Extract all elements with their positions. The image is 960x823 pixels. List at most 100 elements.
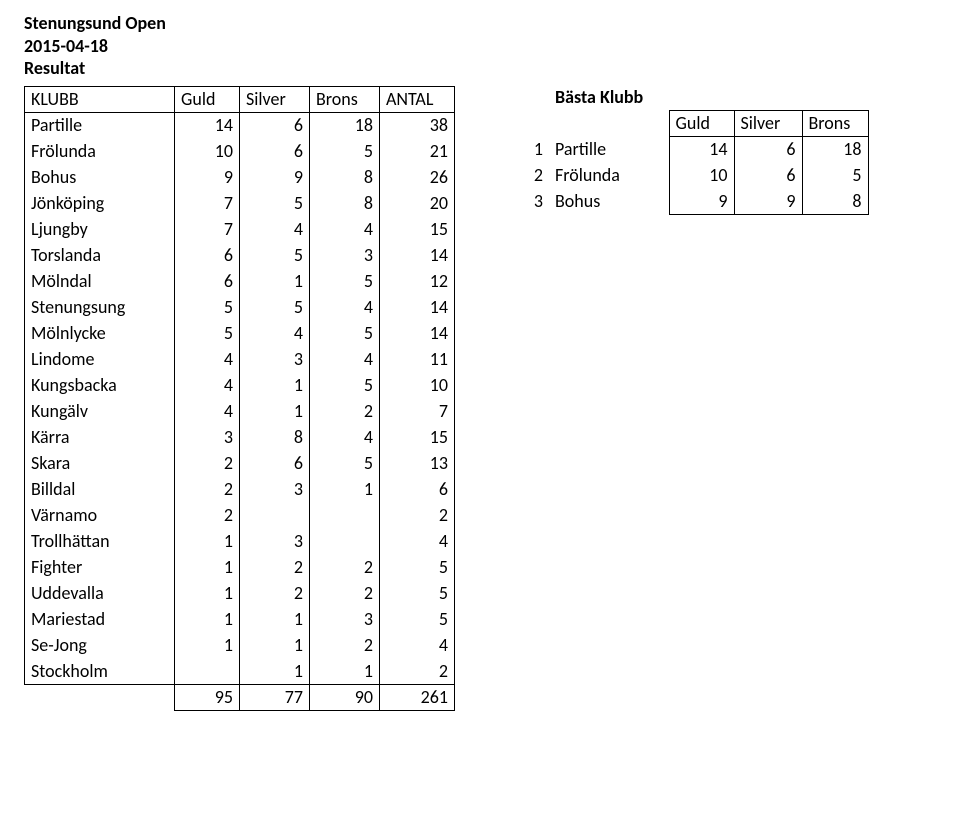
best-rank: 3	[515, 188, 549, 214]
klubb-antal: 4	[380, 632, 455, 658]
klubb-row: Värnamo22	[25, 502, 455, 528]
klubb-row: Frölunda106521	[25, 138, 455, 164]
klubb-antal: 26	[380, 164, 455, 190]
klubb-name: Torslanda	[25, 242, 175, 268]
klubb-silver: 1	[240, 372, 310, 398]
klubb-row: Billdal2316	[25, 476, 455, 502]
klubb-guld: 2	[175, 450, 240, 476]
best-row: 3Bohus998	[515, 188, 868, 214]
klubb-name: Mariestad	[25, 606, 175, 632]
klubb-brons: 4	[310, 216, 380, 242]
klubb-guld: 1	[175, 606, 240, 632]
klubb-row: Stenungsung55414	[25, 294, 455, 320]
klubb-brons: 1	[310, 658, 380, 684]
best-club-table: Guld Silver Brons 1Partille146182Frölund…	[515, 110, 869, 215]
klubb-name: Kärra	[25, 424, 175, 450]
klubb-guld: 1	[175, 580, 240, 606]
klubb-brons: 1	[310, 476, 380, 502]
klubb-silver: 2	[240, 580, 310, 606]
klubb-guld: 2	[175, 476, 240, 502]
klubb-row: Ljungby74415	[25, 216, 455, 242]
best-col-brons: Brons	[802, 110, 868, 136]
best-name: Frölunda	[549, 162, 669, 188]
klubb-row: Bohus99826	[25, 164, 455, 190]
best-guld: 10	[669, 162, 734, 188]
best-brons: 18	[802, 136, 868, 162]
klubb-antal: 14	[380, 294, 455, 320]
klubb-guld: 4	[175, 346, 240, 372]
best-col-guld: Guld	[669, 110, 734, 136]
best-col-silver: Silver	[734, 110, 802, 136]
klubb-antal: 2	[380, 502, 455, 528]
document-header: Stenungsund Open 2015-04-18 Resultat	[24, 12, 936, 80]
klubb-brons: 4	[310, 424, 380, 450]
klubb-name: Billdal	[25, 476, 175, 502]
klubb-guld: 6	[175, 242, 240, 268]
klubb-antal: 15	[380, 216, 455, 242]
klubb-name: Mölnlycke	[25, 320, 175, 346]
klubb-guld: 4	[175, 372, 240, 398]
klubb-name: Stockholm	[25, 658, 175, 684]
best-header-row: Guld Silver Brons	[515, 110, 868, 136]
klubb-header-row: KLUBB Guld Silver Brons ANTAL	[25, 86, 455, 112]
klubb-silver: 1	[240, 658, 310, 684]
klubb-name: Ljungby	[25, 216, 175, 242]
klubb-row: Se-Jong1124	[25, 632, 455, 658]
klubb-antal: 38	[380, 112, 455, 138]
header-sub: Resultat	[24, 57, 936, 80]
total-silver: 77	[240, 684, 310, 710]
klubb-silver: 3	[240, 476, 310, 502]
col-silver: Silver	[240, 86, 310, 112]
klubb-brons: 2	[310, 554, 380, 580]
klubb-row: Uddevalla1225	[25, 580, 455, 606]
klubb-brons: 3	[310, 242, 380, 268]
header-title: Stenungsund Open	[24, 12, 936, 35]
klubb-antal: 20	[380, 190, 455, 216]
col-brons: Brons	[310, 86, 380, 112]
best-guld: 9	[669, 188, 734, 214]
klubb-brons: 4	[310, 346, 380, 372]
klubb-name: Se-Jong	[25, 632, 175, 658]
klubb-brons: 2	[310, 398, 380, 424]
total-brons: 90	[310, 684, 380, 710]
klubb-brons: 5	[310, 268, 380, 294]
best-brons: 5	[802, 162, 868, 188]
klubb-guld: 1	[175, 632, 240, 658]
klubb-silver: 2	[240, 554, 310, 580]
klubb-row: Kungälv4127	[25, 398, 455, 424]
best-silver: 6	[734, 136, 802, 162]
klubb-brons: 3	[310, 606, 380, 632]
klubb-name: Partille	[25, 112, 175, 138]
klubb-guld: 9	[175, 164, 240, 190]
klubb-row: Jönköping75820	[25, 190, 455, 216]
klubb-antal: 7	[380, 398, 455, 424]
klubb-antal: 13	[380, 450, 455, 476]
klubb-brons: 2	[310, 632, 380, 658]
total-guld: 95	[175, 684, 240, 710]
klubb-silver: 1	[240, 606, 310, 632]
klubb-row: Fighter1225	[25, 554, 455, 580]
klubb-antal: 12	[380, 268, 455, 294]
klubb-silver: 6	[240, 450, 310, 476]
klubb-brons: 5	[310, 320, 380, 346]
klubb-name: Kungsbacka	[25, 372, 175, 398]
best-silver: 9	[734, 188, 802, 214]
col-guld: Guld	[175, 86, 240, 112]
best-row: 2Frölunda1065	[515, 162, 868, 188]
klubb-name: Frölunda	[25, 138, 175, 164]
klubb-brons: 18	[310, 112, 380, 138]
klubb-silver: 1	[240, 268, 310, 294]
klubb-antal: 14	[380, 320, 455, 346]
best-guld: 14	[669, 136, 734, 162]
klubb-brons: 5	[310, 450, 380, 476]
klubb-guld: 5	[175, 320, 240, 346]
klubb-silver	[240, 502, 310, 528]
klubb-silver: 1	[240, 632, 310, 658]
klubb-guld: 1	[175, 528, 240, 554]
klubb-row: Kungsbacka41510	[25, 372, 455, 398]
klubb-name: Mölndal	[25, 268, 175, 294]
klubb-name: Uddevalla	[25, 580, 175, 606]
klubb-row: Mölnlycke54514	[25, 320, 455, 346]
klubb-brons	[310, 502, 380, 528]
klubb-row: Mariestad1135	[25, 606, 455, 632]
